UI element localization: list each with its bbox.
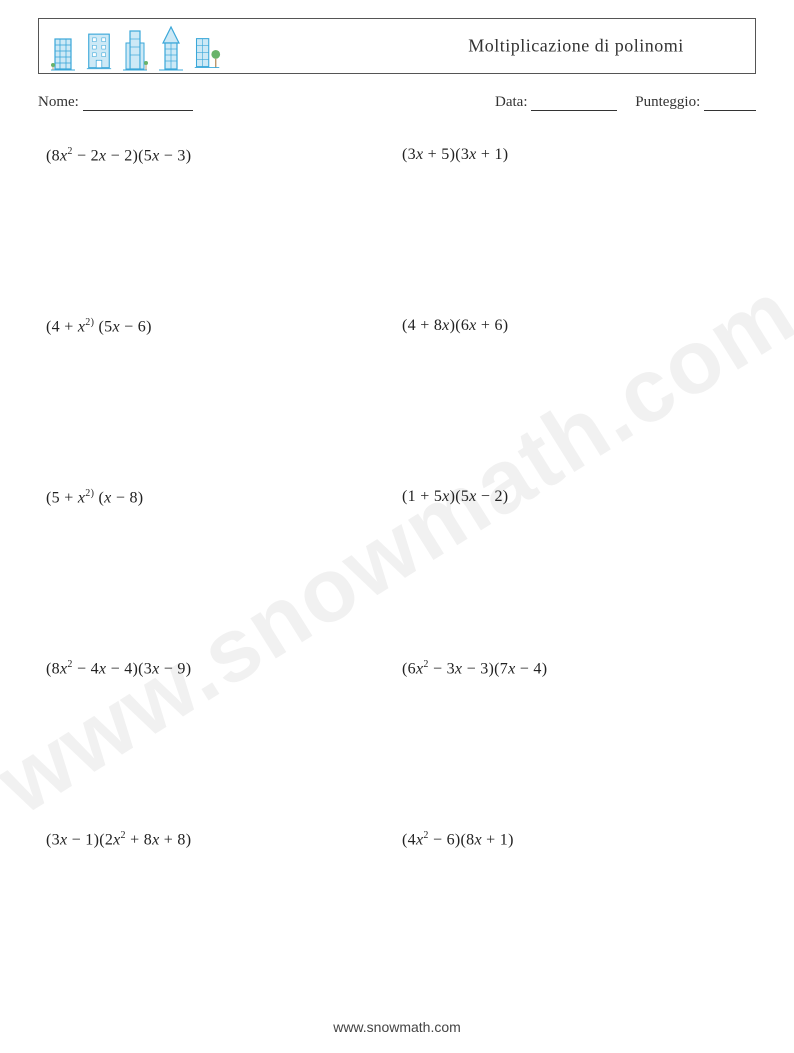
problem-expression: (8x2 − 2x − 2)(5x − 3) bbox=[46, 138, 382, 309]
header-box: Moltiplicazione di polinomi bbox=[38, 18, 756, 74]
info-row: Nome: Data: Punteggio: bbox=[38, 94, 756, 111]
name-field: Nome: bbox=[38, 94, 193, 111]
footer-url: www.snowmath.com bbox=[0, 1019, 794, 1035]
problem-expression: (4 + 8x)(6x + 6) bbox=[402, 309, 738, 480]
problem-expression: (4 + x2) (5x − 6) bbox=[46, 309, 382, 480]
problem-expression: (3x + 5)(3x + 1) bbox=[402, 138, 738, 309]
date-label: Data: bbox=[495, 94, 527, 110]
date-blank bbox=[531, 97, 617, 111]
date-field: Data: bbox=[495, 94, 617, 111]
score-label: Punteggio: bbox=[635, 94, 700, 110]
problem-expression: (3x − 1)(2x2 + 8x + 8) bbox=[46, 822, 382, 993]
building-icon bbox=[157, 29, 185, 73]
name-label: Nome: bbox=[38, 94, 79, 110]
score-blank bbox=[704, 97, 756, 111]
building-icon bbox=[85, 29, 113, 73]
name-blank bbox=[83, 97, 193, 111]
problems-grid: (8x2 − 2x − 2)(5x − 3)(3x + 5)(3x + 1)(4… bbox=[46, 138, 738, 993]
problem-expression: (1 + 5x)(5x − 2) bbox=[402, 480, 738, 651]
problem-expression: (6x2 − 3x − 3)(7x − 4) bbox=[402, 651, 738, 822]
logo-buildings bbox=[39, 19, 221, 73]
problem-expression: (8x2 − 4x − 4)(3x − 9) bbox=[46, 651, 382, 822]
building-icon bbox=[49, 29, 77, 73]
building-icon bbox=[121, 29, 149, 73]
worksheet-title: Moltiplicazione di polinomi bbox=[397, 36, 755, 57]
problem-expression: (4x2 − 6)(8x + 1) bbox=[402, 822, 738, 993]
building-tree-icon bbox=[193, 29, 221, 73]
score-field: Punteggio: bbox=[635, 94, 756, 111]
problem-expression: (5 + x2) (x − 8) bbox=[46, 480, 382, 651]
